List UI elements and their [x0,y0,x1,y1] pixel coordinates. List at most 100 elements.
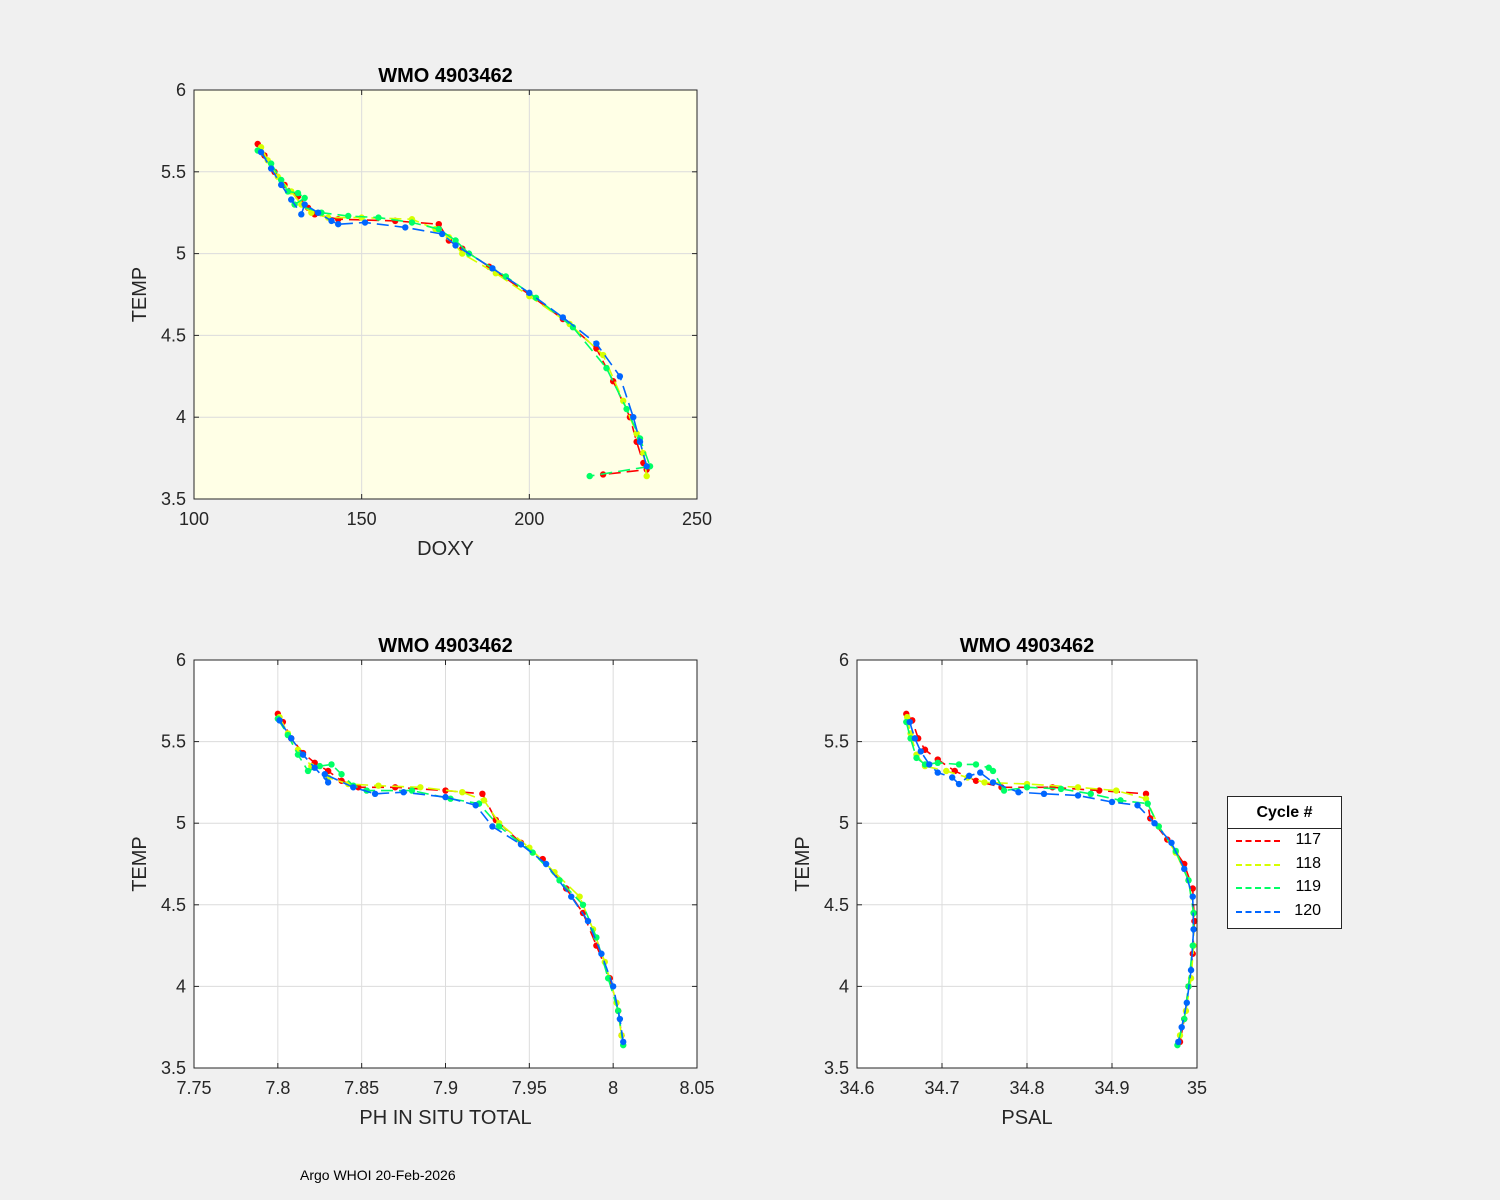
data-point-120 [517,841,525,848]
data-point-120 [620,1038,627,1046]
data-point-120 [328,217,335,225]
data-point-119 [623,405,630,413]
data-point-120 [299,751,307,758]
x-tick-label: 200 [514,509,544,529]
data-point-120 [288,196,295,203]
data-point-120 [452,242,459,249]
data-point-119 [529,849,536,856]
data-point-120 [630,414,637,421]
data-point-119 [955,761,963,768]
data-point-120 [1151,820,1158,827]
footer-credit: Argo WHOI 20-Feb-2026 [300,1167,456,1183]
data-point-120 [1189,893,1196,900]
x-tick-label: 150 [347,509,377,529]
data-point-118 [620,397,627,405]
chart-2: 7.75 7.8 7.85 7.9 7.95 8 8.05 3.5 4 4.5 5 5.5 6 WMO 4… [129,635,715,1129]
data-point-120 [314,209,322,216]
x-tick-label: 250 [682,509,712,529]
data-point-119 [934,759,941,767]
data-point-118 [576,893,583,900]
data-point-118 [459,788,466,796]
y-tick-label: 5.5 [161,162,186,182]
y-tick-label: 5.5 [161,732,186,752]
data-point-120 [1040,790,1048,798]
y-tick-label: 5 [176,244,186,264]
y-tick-label: 5 [839,813,849,833]
data-point-120 [276,717,283,724]
data-point-120 [267,165,275,172]
data-point-120 [371,790,379,798]
x-tick-label: 8 [608,1078,618,1098]
y-tick-label: 3.5 [161,489,186,509]
legend-entry-120: 120 [1228,900,1341,924]
data-point-120 [598,950,605,957]
series-line-120 [278,719,624,1043]
chart-title: WMO 4903462 [378,65,513,87]
data-point-119 [495,823,503,830]
y-tick-label: 6 [839,650,849,670]
legend-label-120: 120 [1294,901,1321,919]
data-point-120 [257,148,265,156]
legend-label-117: 117 [1295,831,1321,848]
data-point-118 [459,250,466,257]
data-point-120 [934,769,941,776]
legend-line-119 [1236,887,1280,889]
x-tick-label: 7.75 [176,1078,211,1098]
data-point-118 [1074,784,1082,791]
data-point-120 [906,718,913,726]
data-point-120 [643,463,650,470]
data-point-120 [1190,926,1197,933]
data-point-118 [375,782,382,789]
data-point-117 [479,790,486,798]
legend-entry-118: 118 [1228,853,1341,877]
data-point-119 [338,771,345,778]
legend-box: Cycle # 117 118 119 120 [1227,796,1342,929]
data-point-119 [375,214,382,221]
data-point-118 [480,797,488,804]
data-point-120 [400,788,407,796]
data-point-119 [316,762,323,770]
legend-line-118 [1236,863,1280,866]
data-point-118 [943,767,950,775]
y-tick-label: 4.5 [161,325,186,345]
data-point-118 [417,784,424,791]
x-axis-label: DOXY [417,538,474,560]
data-point-120 [311,764,318,771]
data-point-117 [1142,790,1150,798]
data-point-120 [277,181,285,189]
data-point-120 [989,779,997,786]
data-point-119 [1189,942,1196,949]
data-point-119 [972,761,980,768]
data-point-119 [1181,1015,1188,1023]
data-point-120 [559,314,567,321]
data-point-120 [442,793,449,801]
chart-title: WMO 4903462 [960,635,1095,657]
data-point-119 [408,219,416,226]
data-point-119 [1057,785,1065,793]
data-point-119 [408,787,416,794]
x-tick-label: 7.8 [265,1078,290,1098]
data-point-120 [526,289,533,297]
y-tick-label: 4 [176,407,186,427]
data-point-120 [977,769,984,776]
data-point-119 [1117,797,1124,804]
data-point-119 [294,751,302,758]
x-axis-label: PSAL [1001,1107,1052,1129]
x-tick-label: 100 [179,509,209,529]
x-axis-label: PH IN SITU TOTAL [359,1107,531,1129]
data-point-120 [568,893,575,900]
x-tick-label: 7.85 [344,1078,379,1098]
y-tick-label: 6 [176,650,186,670]
data-point-119 [294,189,302,197]
axes-frame [193,89,698,500]
data-point-120 [1134,802,1141,809]
data-point-119 [604,975,612,982]
data-point-120 [955,780,963,788]
data-point-120 [438,230,446,238]
data-point-120 [298,211,305,218]
legend-line-120 [1236,910,1280,913]
data-point-118 [903,713,911,721]
data-point-117 [435,220,442,228]
x-tick-label: 7.9 [433,1078,458,1098]
